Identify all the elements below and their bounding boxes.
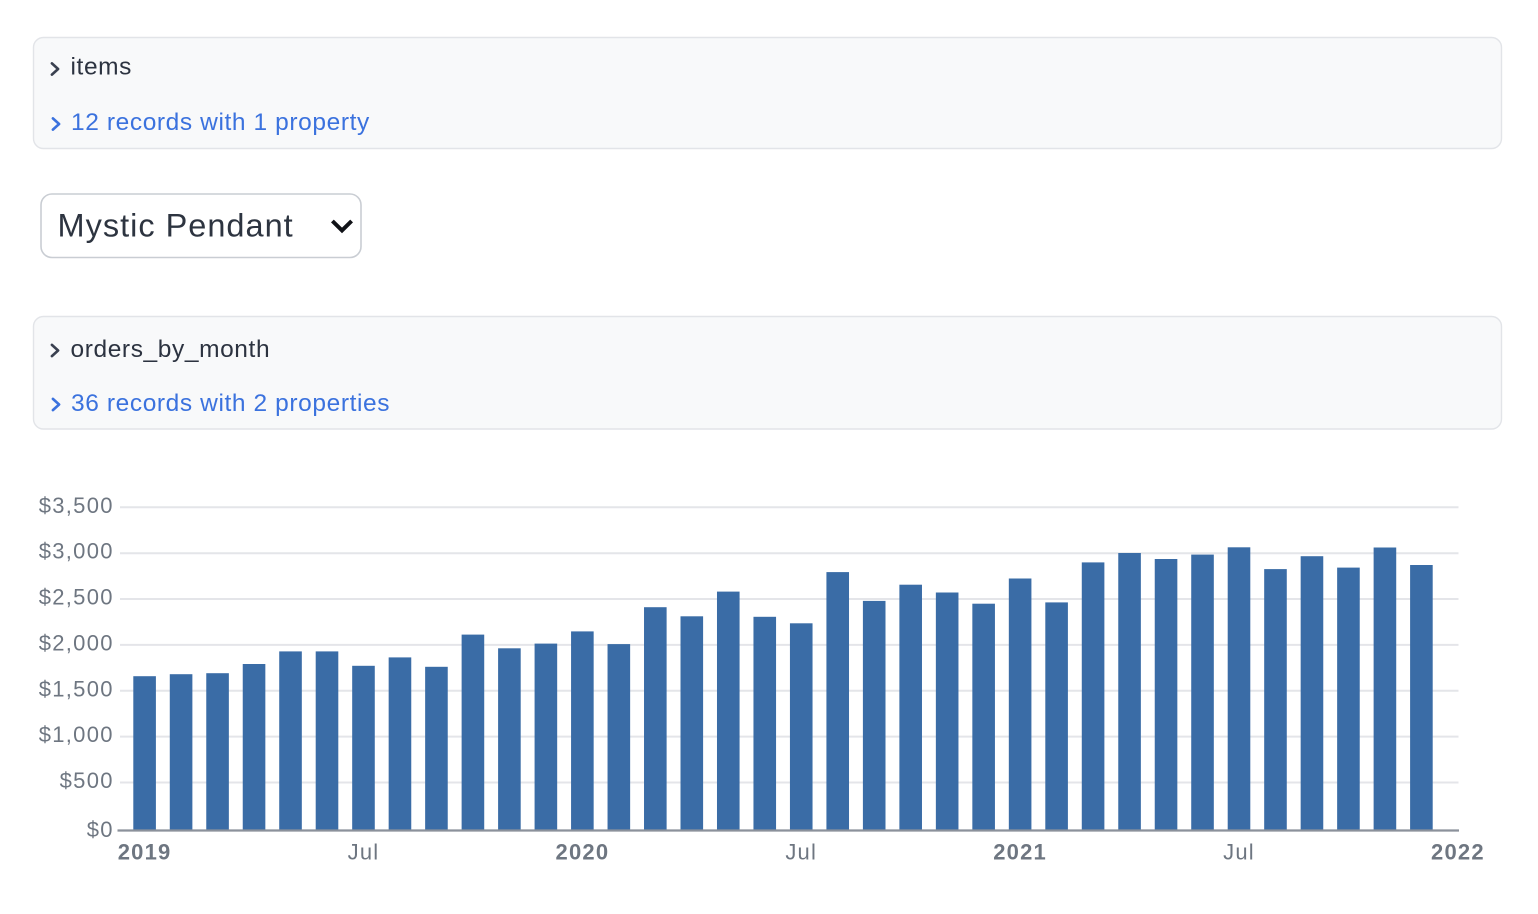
svg-text:Jul: Jul — [1223, 840, 1255, 865]
svg-text:2021: 2021 — [993, 840, 1047, 865]
svg-text:$1,500: $1,500 — [39, 676, 114, 701]
svg-text:$3,500: $3,500 — [39, 493, 114, 518]
svg-text:2022: 2022 — [1431, 840, 1485, 865]
svg-text:Jul: Jul — [785, 840, 817, 865]
svg-text:2020: 2020 — [556, 840, 610, 865]
svg-text:$0: $0 — [87, 817, 114, 842]
svg-text:12 records with 1 property: 12 records with 1 property — [71, 109, 370, 136]
svg-text:Jul: Jul — [348, 840, 380, 865]
svg-text:orders_by_month: orders_by_month — [71, 336, 271, 363]
svg-text:items: items — [71, 54, 133, 81]
svg-text:2019: 2019 — [118, 840, 172, 865]
svg-text:$2,000: $2,000 — [39, 630, 114, 655]
svg-text:Mystic Pendant: Mystic Pendant — [58, 208, 294, 244]
svg-text:$3,000: $3,000 — [39, 539, 114, 564]
svg-text:36 records with 2 properties: 36 records with 2 properties — [71, 390, 390, 417]
svg-text:$2,500: $2,500 — [39, 585, 114, 610]
svg-text:$500: $500 — [60, 768, 114, 793]
svg-text:$1,000: $1,000 — [39, 722, 114, 747]
